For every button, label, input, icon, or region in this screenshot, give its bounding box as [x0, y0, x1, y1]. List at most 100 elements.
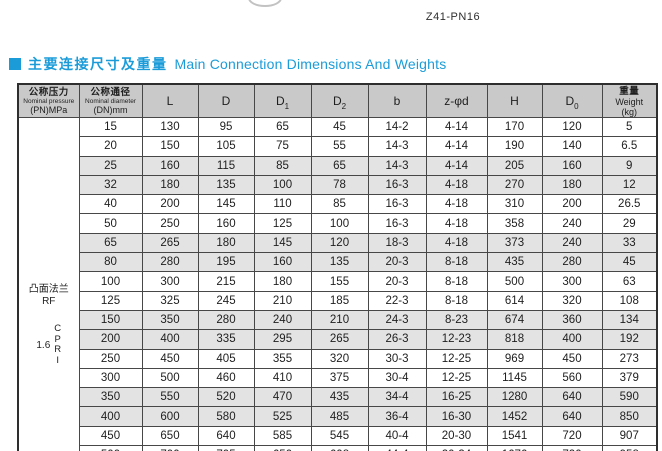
col-header-symbol: D: [332, 94, 342, 108]
cell-dn: 32: [78, 174, 143, 196]
col-header-H: H: [486, 83, 543, 118]
model-label: Z41-PN16: [425, 11, 481, 23]
col-header-subscript: 1: [284, 102, 290, 112]
col-header-symbol: D: [275, 94, 285, 108]
cell-D: 580: [197, 406, 255, 427]
cell-D0: 300: [541, 271, 603, 292]
table-row-dn-15: 凸面法兰 RF 1.6 C P R I 15 130 95 65 45 14-2 4-14 170 120 5: [17, 116, 658, 451]
cell-D2: 100: [310, 213, 369, 234]
col-header-symbol: D: [565, 94, 575, 108]
col-header-en: Weight: [615, 96, 644, 107]
cell-D0: 320: [541, 290, 603, 311]
cutoff-drawing-arc: [248, 0, 282, 7]
cell-dn: 40: [78, 194, 143, 215]
cell-D0: 640: [541, 406, 603, 427]
col-header-unit: (DN)mm: [93, 105, 128, 115]
cell-weight: 63: [601, 271, 658, 292]
cell-D: 145: [197, 194, 255, 215]
col-header-en: Nominal pressure: [23, 97, 75, 105]
cell-dn: 450: [78, 425, 143, 447]
cell-H: 170: [486, 116, 543, 138]
cell-b: 40-4: [367, 425, 427, 447]
table-row-dn-65: 65 265 180 145 120 18-3 4-18 373 240 33: [18, 232, 658, 254]
table-row-dn-40: 40 200 145 110 85 16-3 4-18 310 200 26.5: [18, 194, 658, 215]
cell-D: 640: [197, 425, 255, 447]
cell-D: 95: [197, 116, 255, 138]
cell-D2: 375: [310, 367, 369, 389]
cell-b: 22-3: [367, 290, 427, 311]
cell-z-phi-d: 12-25: [425, 367, 488, 389]
cell-dn: 100: [78, 271, 143, 292]
col-header-D: D: [197, 83, 255, 118]
cell-L: 500: [141, 367, 199, 389]
cell-D0: 560: [541, 367, 603, 389]
col-header-z-phi-d: z-φd: [425, 83, 488, 118]
cell-L: 180: [141, 174, 199, 196]
cell-z-phi-d: 8-18: [425, 290, 488, 311]
col-header-subscript: 0: [574, 102, 579, 112]
cell-b: 36-4: [367, 406, 427, 427]
cell-z-phi-d: 4-18: [425, 213, 488, 234]
cell-D0: 720: [541, 445, 603, 451]
cell-D1: 355: [253, 348, 312, 369]
cell-b: 44-4: [367, 445, 427, 451]
col-header-D1: D1: [253, 83, 312, 118]
cell-z-phi-d: 12-23: [425, 329, 488, 350]
cell-z-phi-d: 20-34: [425, 445, 488, 451]
cell-D1: 180: [253, 271, 312, 292]
cell-H: 1676: [486, 445, 543, 451]
cell-D1: 470: [253, 387, 312, 408]
cell-D1: 240: [253, 309, 312, 331]
cell-dn: 150: [78, 309, 143, 331]
cell-b: 20-3: [367, 271, 427, 292]
cell-D2: 78: [310, 174, 369, 196]
cell-D2: 608: [310, 445, 369, 451]
cell-H: 1280: [486, 387, 543, 408]
cell-D0: 640: [541, 387, 603, 408]
cell-H: 435: [486, 252, 543, 273]
section-bullet-square-icon: [9, 58, 21, 70]
cell-D: 405: [197, 348, 255, 369]
cell-D1: 110: [253, 194, 312, 215]
cell-L: 325: [141, 290, 199, 311]
cell-L: 265: [141, 232, 199, 254]
flange-label: 凸面法兰 RF: [19, 284, 78, 308]
cell-H: 500: [486, 271, 543, 292]
cell-D2: 135: [310, 252, 369, 273]
cell-D1: 85: [253, 155, 312, 176]
col-header-unit: (kg): [621, 106, 638, 117]
col-header-b: b: [367, 83, 427, 118]
cell-D1: 410: [253, 367, 312, 389]
cell-weight: 273: [601, 348, 658, 369]
cell-D0: 720: [541, 425, 603, 447]
table-row-dn-50: 50 250 160 125 100 16-3 4-18 358 240 29: [18, 213, 658, 234]
cell-z-phi-d: 8-18: [425, 271, 488, 292]
cell-dn: 80: [78, 252, 143, 273]
cell-D0: 450: [541, 348, 603, 369]
table-row-dn-350: 350 550 520 470 435 34-4 16-25 1280 640 590: [18, 387, 658, 408]
cell-weight: 192: [601, 329, 658, 350]
cell-D1: 295: [253, 329, 312, 350]
cell-b: 14-3: [367, 136, 427, 157]
cell-D: 280: [197, 309, 255, 331]
cell-z-phi-d: 20-30: [425, 425, 488, 447]
cell-D2: 65: [310, 155, 369, 176]
cell-D0: 140: [541, 136, 603, 157]
cell-z-phi-d: 16-30: [425, 406, 488, 427]
cell-z-phi-d: 4-18: [425, 194, 488, 215]
flange-label-zh: 凸面法兰: [28, 284, 69, 295]
cell-D1: 145: [253, 232, 312, 254]
col-header-D0: D0: [541, 83, 603, 118]
cell-z-phi-d: 4-14: [425, 136, 488, 157]
table-header-row: 公称压力 Nominal pressure (PN)MPa 公称通径 Nominal d…: [17, 83, 658, 118]
cell-H: 358: [486, 213, 543, 234]
cell-H: 969: [486, 348, 543, 369]
cell-D: 105: [197, 136, 255, 157]
cell-D2: 210: [310, 309, 369, 331]
cell-D2: 265: [310, 329, 369, 350]
cell-b: 34-4: [367, 387, 427, 408]
cell-b: 16-3: [367, 174, 427, 196]
cell-D: 520: [197, 387, 255, 408]
vertical-letter: C: [54, 323, 62, 334]
cell-D1: 160: [253, 252, 312, 273]
